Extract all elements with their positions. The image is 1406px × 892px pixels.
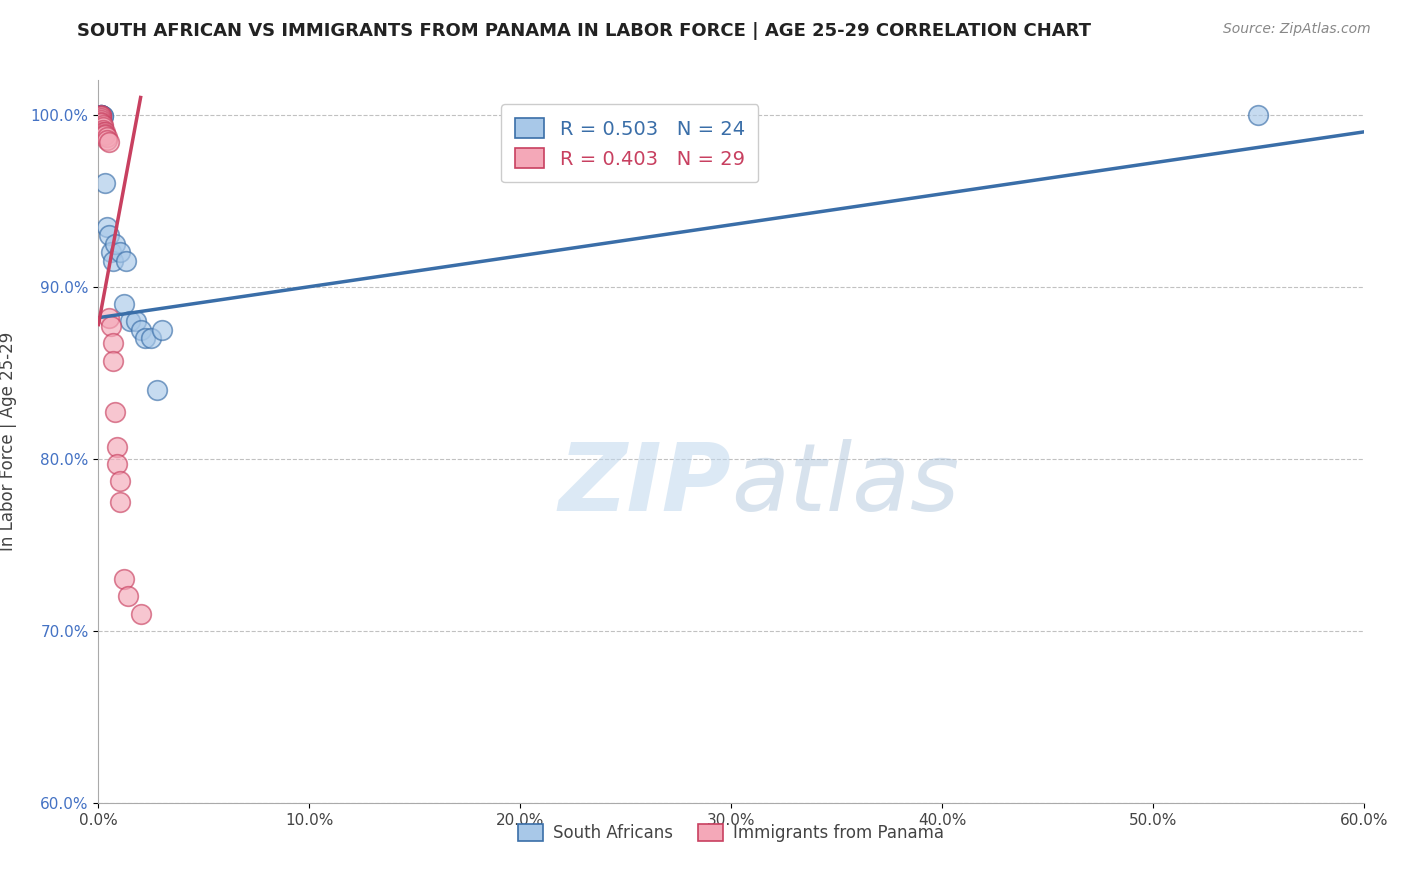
Point	[91, 118, 114, 132]
Point	[103, 353, 125, 368]
Point	[91, 125, 114, 139]
Point	[100, 245, 122, 260]
Point	[134, 331, 156, 345]
Text: atlas: atlas	[731, 440, 959, 531]
Point	[115, 254, 138, 268]
Point	[141, 331, 163, 345]
Point	[98, 228, 121, 243]
Point	[96, 219, 118, 234]
Point	[96, 134, 118, 148]
Text: SOUTH AFRICAN VS IMMIGRANTS FROM PANAMA IN LABOR FORCE | AGE 25-29 CORRELATION C: SOUTH AFRICAN VS IMMIGRANTS FROM PANAMA …	[77, 22, 1091, 40]
Point	[93, 128, 117, 143]
Point	[90, 116, 112, 130]
Point	[107, 457, 129, 471]
Point	[120, 314, 141, 328]
Point	[91, 110, 114, 124]
Point	[90, 108, 112, 122]
Point	[90, 111, 112, 125]
Point	[146, 383, 169, 397]
Point	[98, 135, 121, 149]
Point	[91, 110, 114, 124]
Point	[90, 114, 112, 128]
Point	[117, 590, 139, 604]
Point	[90, 108, 112, 122]
Point	[108, 474, 131, 488]
Point	[90, 108, 112, 122]
Point	[108, 495, 131, 509]
Point	[91, 120, 114, 134]
Legend: South Africans, Immigrants from Panama: South Africans, Immigrants from Panama	[512, 817, 950, 848]
Point	[112, 297, 135, 311]
Point	[129, 607, 152, 621]
Point	[90, 108, 112, 122]
Point	[96, 130, 118, 145]
Point	[107, 440, 129, 454]
Point	[93, 177, 117, 191]
Point	[112, 572, 135, 586]
Point	[93, 127, 117, 141]
Point	[125, 314, 148, 328]
Y-axis label: In Labor Force | Age 25-29: In Labor Force | Age 25-29	[0, 332, 17, 551]
Point	[90, 108, 112, 122]
Point	[104, 236, 127, 251]
Text: Source: ZipAtlas.com: Source: ZipAtlas.com	[1223, 22, 1371, 37]
Point	[108, 245, 131, 260]
Point	[91, 123, 114, 137]
Point	[1247, 108, 1270, 122]
Point	[103, 336, 125, 351]
Point	[100, 319, 122, 334]
Point	[90, 110, 112, 124]
Point	[103, 254, 125, 268]
Point	[150, 323, 173, 337]
Point	[129, 323, 152, 337]
Point	[104, 405, 127, 419]
Point	[93, 125, 117, 139]
Point	[90, 110, 112, 124]
Point	[98, 310, 121, 325]
Point	[90, 112, 112, 127]
Text: ZIP: ZIP	[558, 439, 731, 531]
